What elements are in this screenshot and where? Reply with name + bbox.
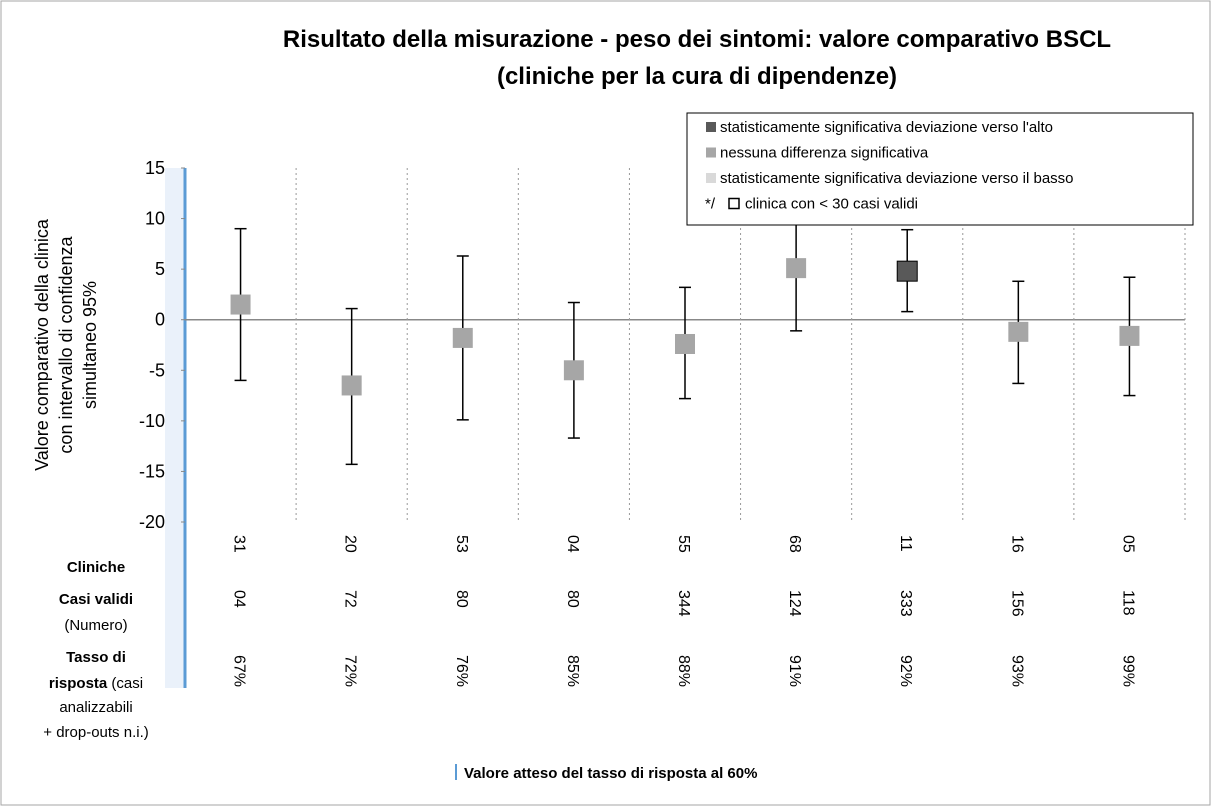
chart-title: Risultato della misurazione - peso dei s… (283, 26, 1111, 53)
table-cell: 156 (1008, 590, 1025, 617)
y-axis-title: con intervallo di confidenza (56, 235, 76, 453)
row-header: Tasso di (66, 649, 126, 666)
table-cell: 04 (231, 590, 248, 608)
legend-label: clinica con < 30 casi validi (745, 196, 918, 213)
table-cell: 333 (897, 590, 914, 617)
point-marker (1119, 325, 1140, 346)
reference-band (165, 168, 185, 688)
row-header: Casi validi (59, 591, 133, 608)
x-tick-label: 31 (231, 535, 248, 553)
row-header: risposta (casi (49, 675, 143, 692)
x-tick-label: 16 (1008, 535, 1025, 553)
row-header: + drop-outs n.i.) (43, 724, 148, 741)
point-marker (896, 260, 918, 282)
x-tick-label: 55 (675, 535, 692, 553)
y-tick-label: -5 (149, 360, 165, 380)
x-tick-label: 20 (342, 535, 359, 553)
legend-box (686, 112, 1194, 226)
y-tick-label: -10 (139, 411, 165, 431)
y-tick-label: 0 (155, 310, 165, 330)
table-cell: 88% (675, 655, 692, 687)
y-tick-label: -15 (139, 461, 165, 481)
table-cell: 92% (897, 655, 914, 687)
table-cell: 99% (1119, 655, 1136, 687)
table-cell: 91% (786, 655, 803, 687)
legend-swatch (706, 147, 716, 158)
point-marker (675, 333, 695, 354)
x-tick-label: 11 (897, 535, 914, 552)
table-cell: 344 (675, 590, 692, 617)
x-tick-label: 04 (564, 535, 581, 553)
legend-swatch (706, 173, 716, 183)
point-marker (341, 375, 362, 396)
table-cell: 124 (786, 590, 803, 617)
y-axis-title: simultaneo 95% (80, 281, 100, 409)
table-cell: 67% (231, 655, 248, 687)
x-tick-label: 05 (1119, 535, 1136, 553)
point-marker (1008, 321, 1029, 342)
point-marker (786, 258, 807, 279)
table-cell: 72% (342, 655, 359, 687)
legend-label: statisticamente significativa deviazione… (720, 170, 1074, 187)
legend-label: statisticamente significativa deviazione… (720, 119, 1053, 136)
point-marker (230, 294, 251, 315)
chart-title: (cliniche per la cura di dipendenze) (497, 63, 897, 90)
table-cell: 80 (453, 590, 470, 608)
table-cell: 72 (342, 590, 359, 608)
legend-prefix: */ (705, 196, 716, 213)
row-header: Cliniche (67, 559, 125, 576)
point-marker (563, 360, 584, 381)
y-tick-label: 5 (155, 259, 165, 279)
legend-swatch (706, 122, 716, 132)
y-tick-label: 15 (145, 158, 165, 178)
table-cell: 76% (453, 655, 470, 687)
row-header-part: (casi (111, 675, 143, 692)
table-cell: 118 (1119, 590, 1136, 616)
y-tick-label: -20 (139, 512, 165, 532)
row-header: (Numero) (64, 617, 127, 634)
footnote: Valore atteso del tasso di risposta al 6… (464, 765, 757, 782)
y-tick-label: 10 (145, 209, 165, 229)
x-tick-label: 68 (786, 535, 803, 553)
table-cell: 80 (564, 590, 581, 608)
row-header: analizzabili (59, 699, 132, 716)
table-cell: 85% (564, 655, 581, 687)
y-axis-title: Valore comparativo della clinica (32, 218, 52, 471)
legend-swatch (728, 197, 740, 210)
point-marker (452, 327, 473, 348)
x-tick-label: 53 (453, 535, 470, 553)
row-header-part: risposta (49, 675, 108, 692)
table-cell: 93% (1008, 655, 1025, 687)
legend-label: nessuna differenza significativa (720, 145, 929, 162)
